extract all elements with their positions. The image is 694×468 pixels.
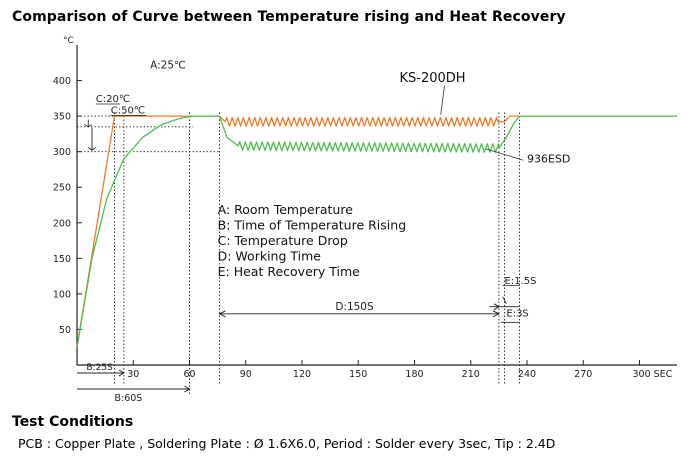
y-tick-label: 100 [53, 289, 71, 300]
annotation-e15: E:1.5S [505, 276, 537, 287]
annotation-c-arrow [84, 119, 93, 128]
chart-series [76, 115, 677, 348]
annotation-e3: E:3S [506, 309, 528, 320]
x-tick-label: 210 [462, 369, 480, 380]
annotation-c-arrow [87, 127, 97, 151]
annotation-d: D:150S [335, 301, 374, 313]
legend-entry: B: Time of Temperature Rising [218, 218, 407, 233]
page-title: Comparison of Curve between Temperature … [12, 9, 566, 25]
test-conditions-text: PCB : Copper Plate , Soldering Plate : Ø… [18, 436, 556, 451]
x-tick-label: 150 [349, 369, 367, 380]
y-tick-label: 300 [53, 147, 71, 158]
annotation-b60-arrowhead [184, 385, 191, 393]
annotation-d-arrowhead [218, 310, 226, 318]
annotation-e15-pointer [502, 296, 507, 305]
legend-entry: E: Heat Recovery Time [218, 264, 361, 279]
y-tick-label: 200 [53, 218, 71, 229]
annotation-b25-arrowhead [118, 369, 125, 377]
x-tick-label: 90 [240, 369, 252, 380]
x-tick-label: 300 SEC [633, 369, 673, 380]
chart-axes: °C 50 100 150 200 250 300 350 400 30 60 90 120 150 180… [53, 36, 677, 380]
x-tick-label: 120 [293, 369, 311, 380]
x-tick-label: 270 [574, 369, 592, 380]
annotation-c20: C:20℃ [96, 94, 130, 105]
x-tick-label: 60 [183, 369, 195, 380]
y-tick-label: 150 [53, 254, 71, 265]
y-tick-label: 50 [59, 325, 71, 336]
test-conditions-heading: Test Conditions [12, 414, 134, 430]
x-tick-label: 180 [405, 369, 423, 380]
legend-entry: D: Working Time [218, 249, 322, 264]
annotation-b60: B:60S [115, 393, 143, 404]
annotation-c50: C:50℃ [111, 105, 145, 116]
annotation-a: A:25℃ [150, 59, 186, 71]
annotation-b25: B:25S [86, 363, 113, 373]
series-pointer-ks200dh [440, 85, 445, 115]
y-unit-label: °C [63, 36, 74, 46]
legend-entry: C: Temperature Drop [218, 233, 348, 248]
x-tick-label: 240 [518, 369, 536, 380]
y-tick-label: 350 [53, 112, 71, 123]
chart-annotations: KS-200DH 936ESD A:25℃ C:20℃C:50℃ D:150S E:1.5… [77, 59, 570, 404]
annotation-e15-arrowhead [493, 303, 500, 311]
y-tick-label: 400 [53, 76, 71, 87]
x-tick-label: 30 [127, 369, 139, 380]
y-tick-label: 250 [53, 183, 71, 194]
annotation-d-arrowhead [492, 310, 500, 318]
series-line-ks200dh [76, 115, 677, 348]
series-label-ks200dh: KS-200DH [400, 71, 466, 86]
legend-entry: A: Room Temperature [218, 202, 354, 217]
chart: °C 50 100 150 200 250 300 350 400 30 60 90 120 150 180… [53, 36, 677, 404]
series-pointer-936esd [485, 148, 524, 161]
series-label-936esd: 936ESD [527, 152, 570, 165]
series-line-936esd [76, 115, 677, 348]
